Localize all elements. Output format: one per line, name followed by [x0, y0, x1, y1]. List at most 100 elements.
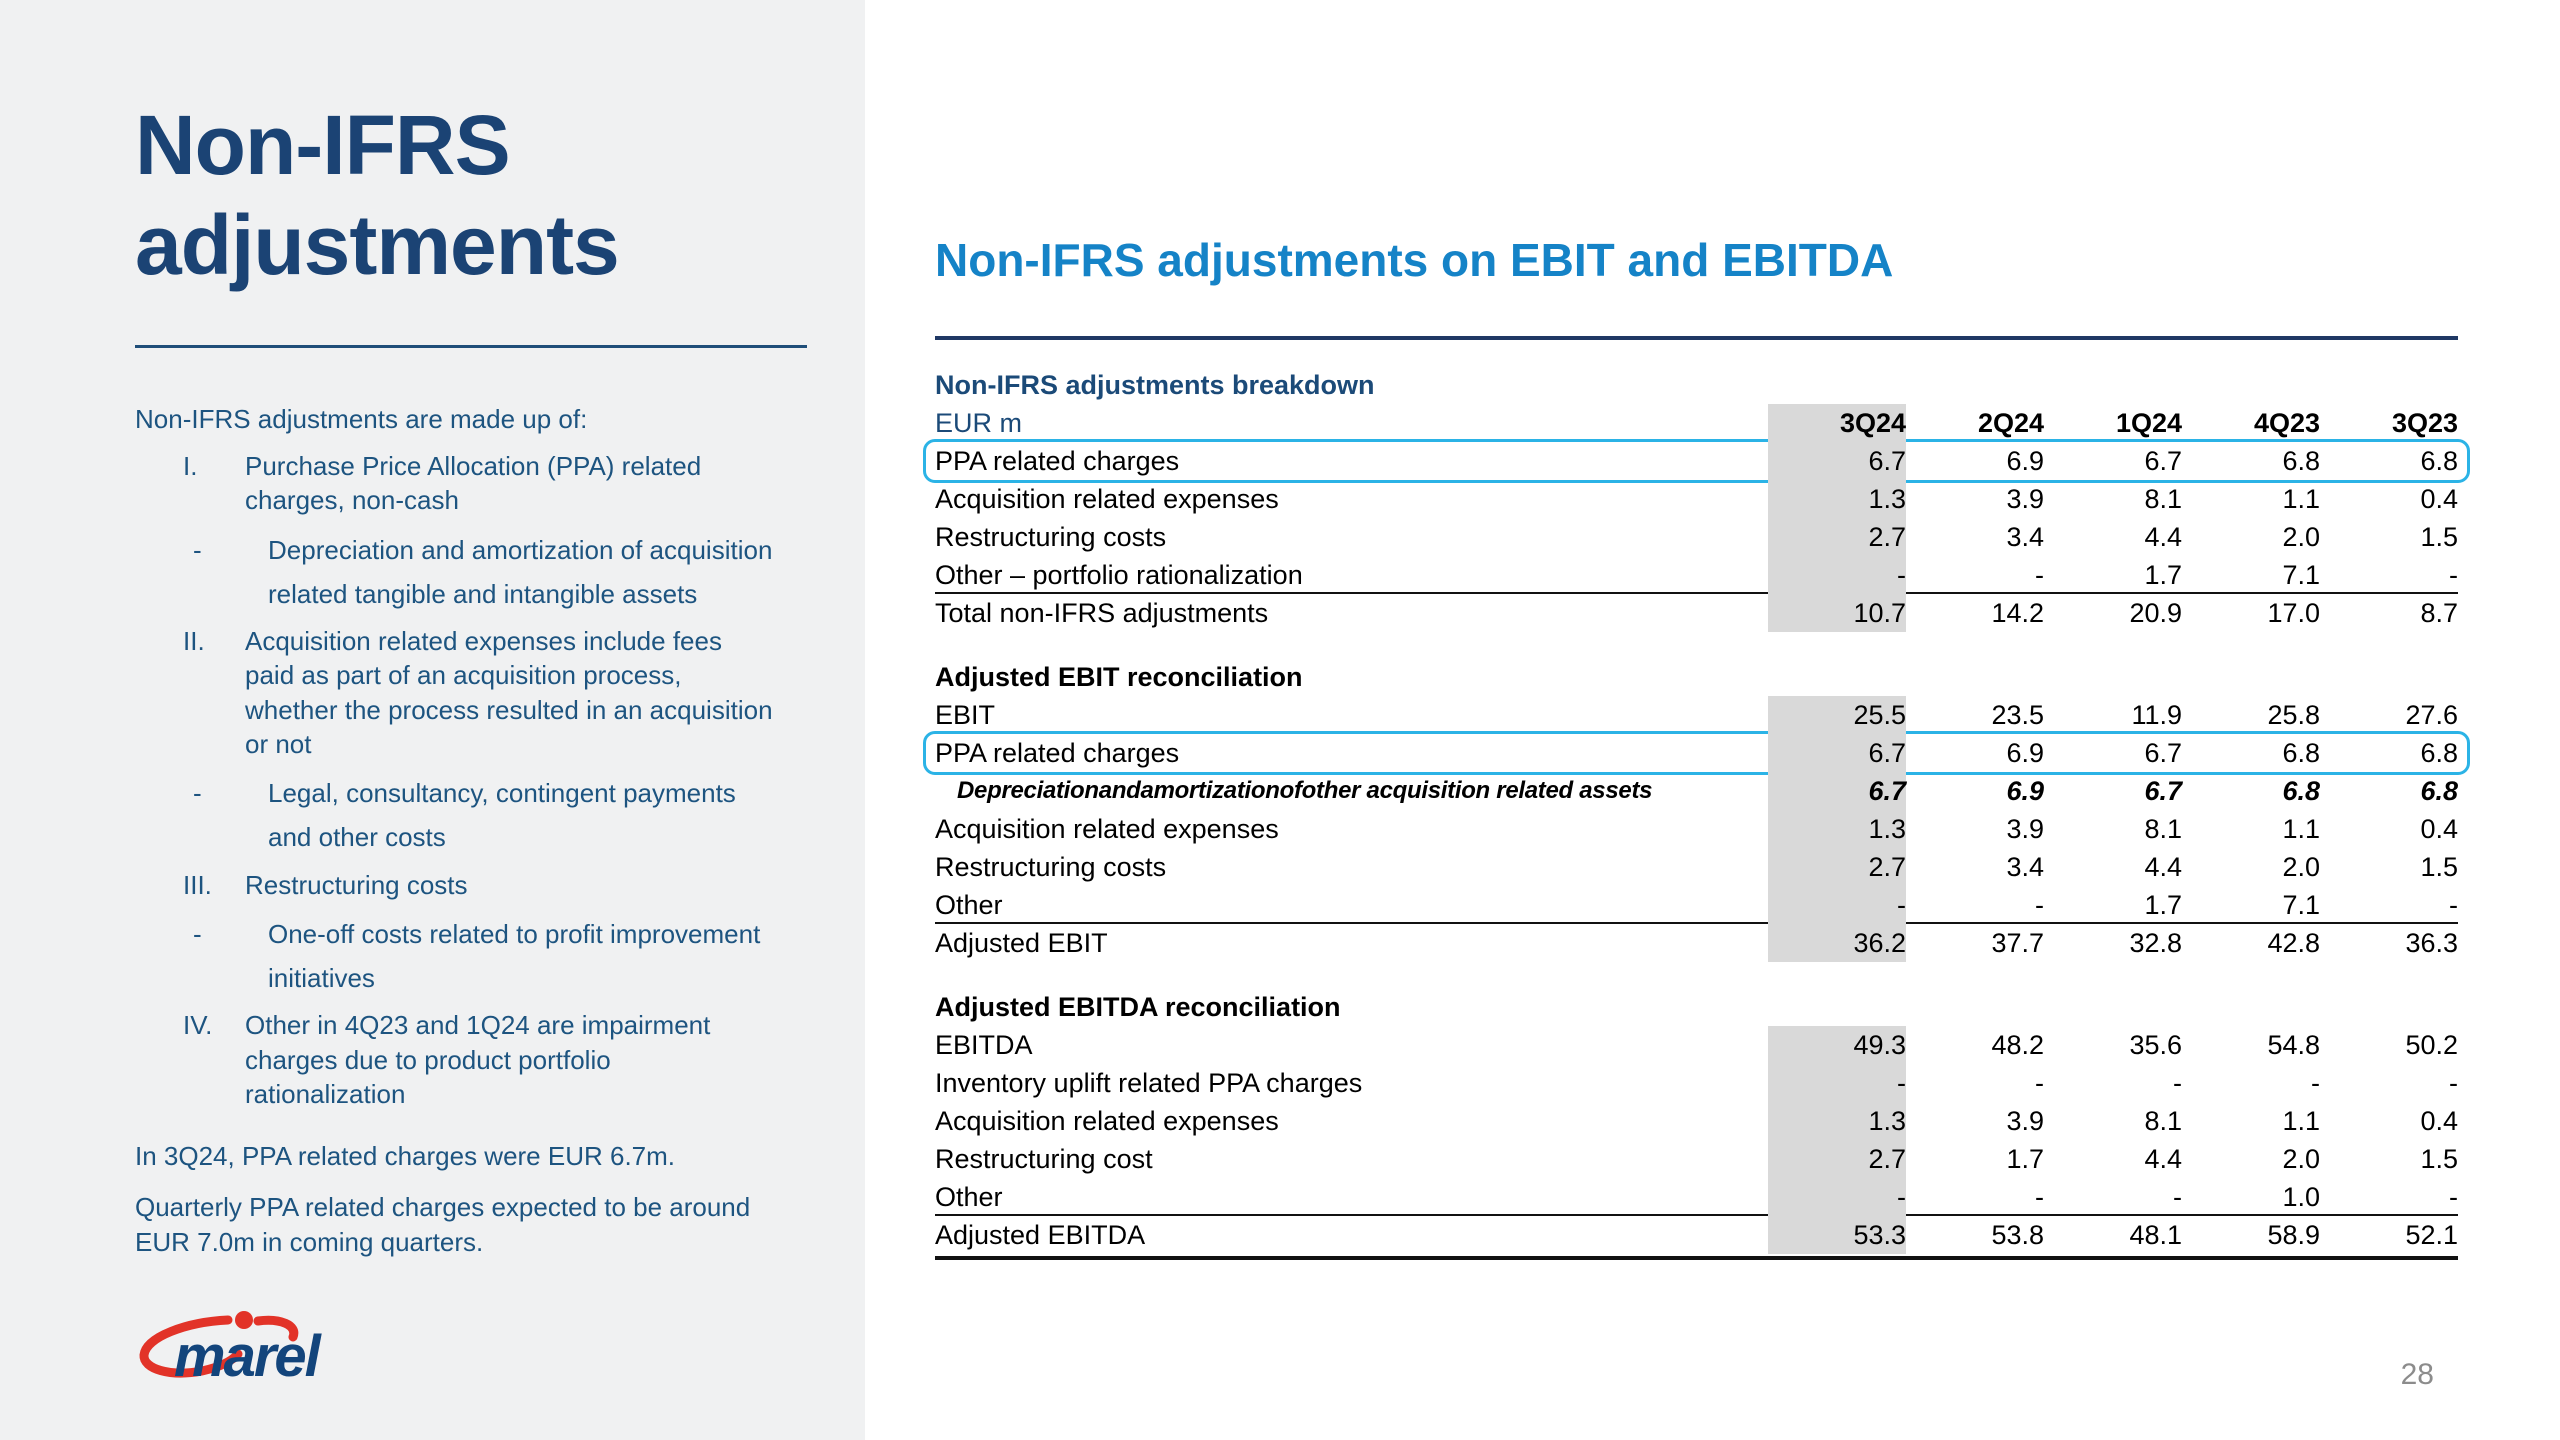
page-number: 28: [2400, 1358, 2434, 1391]
cell-value: 1.5: [2420, 522, 2458, 552]
cell-value: 1.0: [2282, 1182, 2320, 1212]
cell-value: 1.1: [2282, 484, 2320, 514]
cell-value: 6.7: [1768, 772, 1906, 810]
cell-value: 1.7: [2006, 1144, 2044, 1174]
cell-value: 2.0: [2282, 522, 2320, 552]
table-row-highlighted: PPA related charges 6.7 6.9 6.7 6.8 6.8: [923, 439, 2470, 483]
cell-value: 52.1: [2405, 1220, 2458, 1250]
main-content: Non-IFRS adjustments on EBIT and EBITDA …: [865, 0, 2560, 1440]
cell-value: 6.8: [2282, 776, 2320, 806]
intro-text: Non-IFRS adjustments are made up of:: [135, 404, 588, 434]
cell-value: 1.3: [1768, 480, 1906, 518]
tables-container: Non-IFRS adjustments breakdown EUR m 3Q24 2…: [923, 366, 2470, 1260]
list-item: III. Restructuring costs: [183, 868, 865, 902]
cell-value: 48.1: [2129, 1220, 2182, 1250]
item-text: Restructuring costs: [245, 869, 468, 900]
page-title-line1: Non-IFRS: [135, 98, 511, 192]
cell-value: 4.4: [2144, 1144, 2182, 1174]
column-header: 2Q24: [1977, 408, 2044, 438]
cell-value: -: [1768, 1178, 1906, 1216]
cell-value: 8.1: [2144, 814, 2182, 844]
table-row: EBIT 25.5 23.5 11.9 25.8 27.6: [935, 696, 2458, 734]
cell-value: 0.4: [2420, 484, 2458, 514]
cell-value: -: [2449, 1182, 2458, 1212]
cell-value: -: [2449, 1068, 2458, 1098]
item-numeral: II.: [183, 626, 205, 656]
row-label: PPA related charges: [935, 738, 1180, 768]
cell-value: 0.4: [2420, 814, 2458, 844]
row-label: Inventory uplift related PPA charges: [935, 1068, 1363, 1098]
list-subitem: - Legal, consultancy, contingent payments…: [193, 771, 865, 859]
table-block: Adjusted EBITDA reconciliation EBITDA 49.3…: [935, 988, 2458, 1260]
table-row: EBITDA 49.3 48.2 35.6 54.8 50.2: [935, 1026, 2458, 1064]
cell-value: -: [1768, 1064, 1906, 1102]
row-label: Adjusted EBIT: [935, 928, 1108, 958]
cell-value: 35.6: [2129, 1030, 2182, 1060]
cell-value: 36.3: [2405, 928, 2458, 958]
bullet-list: I. Purchase Price Allocation (PPA) relate…: [135, 449, 865, 1111]
cell-value: 3.4: [2006, 852, 2044, 882]
cell-value: 6.8: [2282, 446, 2320, 476]
table-title: Adjusted EBITDA reconciliation: [935, 992, 1341, 1022]
subitem-text: One-off costs related to profit improvem…: [268, 918, 761, 994]
cell-value: -: [2449, 560, 2458, 590]
cell-value: -: [2035, 560, 2044, 590]
row-label: Other: [935, 1182, 1003, 1212]
footnote-2: Quarterly PPA related charges expected t…: [135, 1192, 751, 1258]
marel-logo: marel: [128, 1310, 378, 1394]
cell-value: 50.2: [2405, 1030, 2458, 1060]
cell-value: 32.8: [2129, 928, 2182, 958]
cell-value: -: [1768, 556, 1906, 594]
list-item: II. Acquisition related expenses include …: [183, 624, 865, 761]
table-row-highlighted: PPA related charges 6.7 6.9 6.7 6.8 6.8: [923, 731, 2470, 775]
footnote-1: In 3Q24, PPA related charges were EUR 6.…: [135, 1141, 676, 1172]
cell-value: 2.7: [1768, 518, 1906, 556]
item-text: Purchase Price Allocation (PPA) related …: [245, 451, 702, 516]
page-title: Non-IFRS adjustments: [135, 95, 865, 295]
page-title-line2: adjustments: [135, 198, 620, 292]
cell-value: 2.0: [2282, 1144, 2320, 1174]
cell-value: 1.1: [2282, 1106, 2320, 1136]
cell-value: -: [1768, 886, 1906, 924]
cell-value: 14.2: [1991, 598, 2044, 628]
cell-value: 7.1: [2282, 560, 2320, 590]
cell-value: 1.5: [2420, 852, 2458, 882]
cell-value: 2.7: [1768, 1140, 1906, 1178]
cell-value: 3.4: [2006, 522, 2044, 552]
cell-value: 3.9: [2006, 1106, 2044, 1136]
cell-value: 2.7: [1768, 848, 1906, 886]
table-row-total: Total non-IFRS adjustments 10.7 14.2 20.9 17…: [935, 592, 2458, 632]
subitem-text: Legal, consultancy, contingent payments …: [268, 778, 736, 853]
cell-value: 54.8: [2267, 1030, 2320, 1060]
list-subitem: - Depreciation and amortization of acquis…: [193, 528, 865, 616]
cell-value: -: [2173, 1182, 2182, 1212]
cell-value: 53.8: [1991, 1220, 2044, 1250]
column-header: 1Q24: [2115, 408, 2182, 438]
cell-value: 1.7: [2144, 560, 2182, 590]
row-label: Total non-IFRS adjustments: [935, 598, 1269, 628]
table-row: Other - - - 1.0 -: [935, 1178, 2458, 1216]
cell-value: 4.4: [2144, 522, 2182, 552]
table-row: Acquisition related expenses 1.3 3.9 8.1 1.1…: [935, 810, 2458, 848]
cell-value: 4.4: [2144, 852, 2182, 882]
column-header: 3Q24: [1768, 404, 1906, 442]
table-title: Adjusted EBIT reconciliation: [935, 662, 1303, 692]
logo-wordmark: marel: [174, 1324, 323, 1389]
table-block: Non-IFRS adjustments breakdown EUR m 3Q24 2…: [923, 366, 2470, 632]
cell-value: -: [2035, 1068, 2044, 1098]
cell-value: 6.9: [2006, 738, 2044, 768]
row-label: EBITDA: [935, 1030, 1033, 1060]
cell-value: 36.2: [1768, 924, 1906, 962]
table-row-total: Adjusted EBITDA 53.3 53.8 48.1 58.9 52.1: [935, 1214, 2458, 1254]
table-row-subdetail: Depreciationandamortizationofother acqui…: [935, 772, 2458, 810]
heading-rule: [935, 336, 2458, 340]
cell-value: 11.9: [2131, 700, 2182, 730]
cell-value: 6.9: [2006, 776, 2044, 806]
table-row: Acquisition related expenses 1.3 3.9 8.1 1.1…: [935, 480, 2458, 518]
row-label: Acquisition related expenses: [935, 1106, 1279, 1136]
left-panel: Non-IFRS adjustments Non-IFRS adjustment…: [0, 0, 865, 1440]
subitem-dash: -: [193, 534, 202, 565]
cell-value: 6.7: [1768, 442, 1906, 480]
list-subitem: - One-off costs related to profit improve…: [193, 912, 865, 1000]
cell-value: 48.2: [1991, 1030, 2044, 1060]
